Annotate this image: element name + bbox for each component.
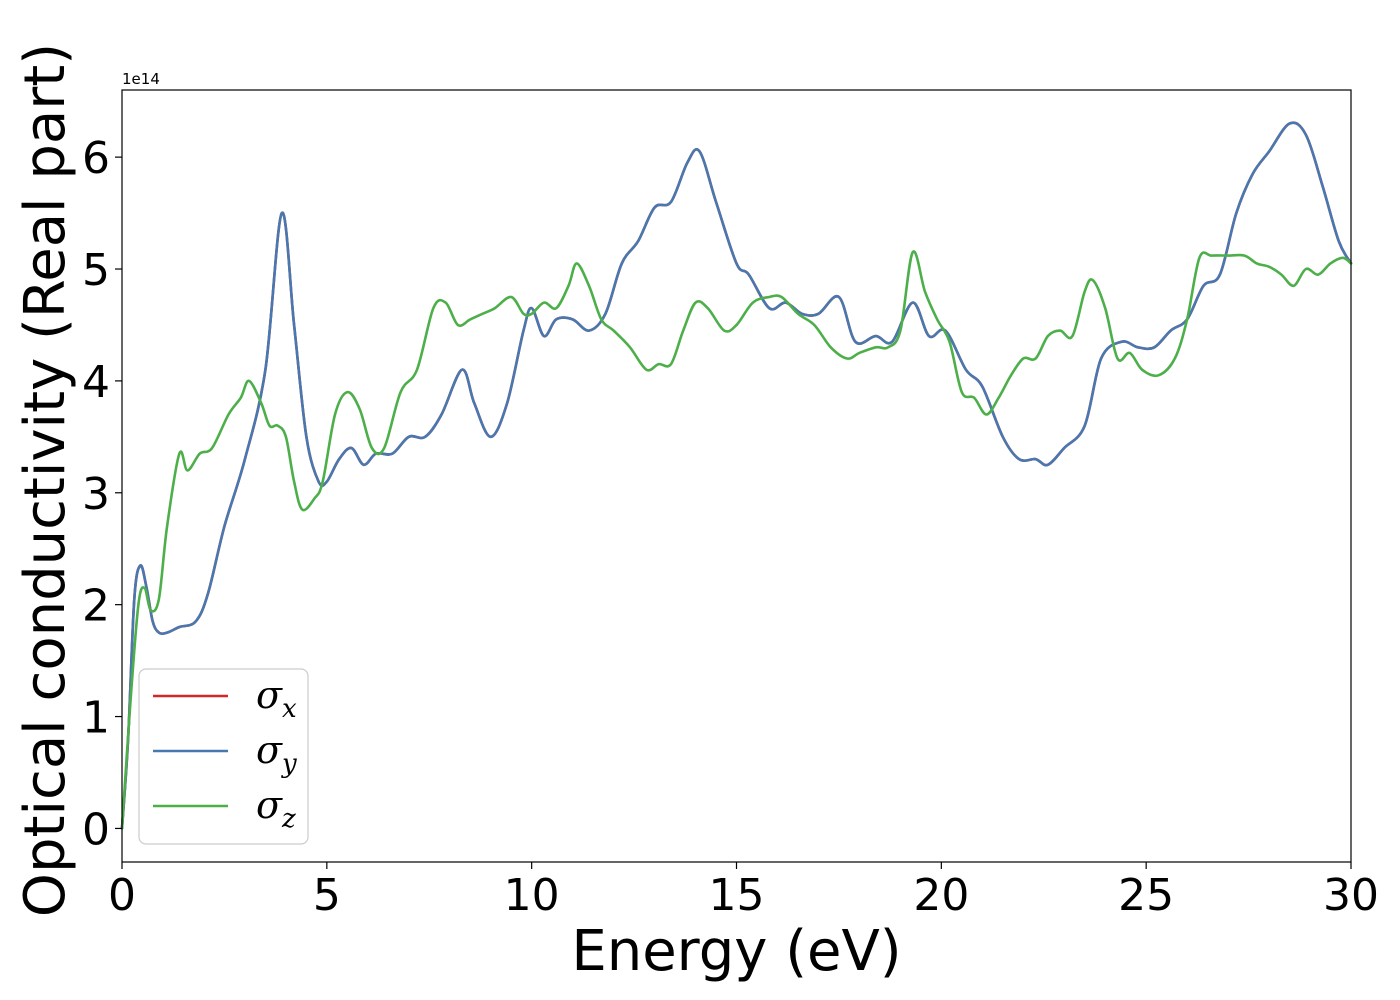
legend-label-x: σx: [256, 673, 297, 724]
series-layer: [120, 121, 1353, 830]
y-ticks: 0 1 2 3 4 5 6: [82, 133, 122, 855]
y-tick-label: 1: [82, 693, 110, 744]
y-tick-label: 2: [82, 581, 110, 632]
y-offset-label: 1e14: [122, 70, 160, 88]
y-tick-label: 4: [82, 357, 110, 408]
legend-box: [138, 668, 309, 845]
y-tick-label: 3: [82, 469, 110, 520]
x-tick-label: 0: [108, 870, 136, 921]
y-tick-label: 6: [82, 133, 110, 184]
y-axis-title: Optical conductivity (Real part): [13, 43, 78, 917]
legend-label-base: σ: [256, 728, 283, 772]
x-tick-label: 25: [1118, 870, 1174, 921]
legend-label-subscript: x: [282, 694, 297, 724]
x-axis-title: Energy (eV): [571, 919, 901, 984]
x-tick-label: 30: [1323, 870, 1379, 921]
legend-label-y: σy: [256, 728, 297, 779]
legend-label-subscript: y: [281, 749, 297, 779]
series-line-z: [120, 250, 1353, 830]
legend-label-base: σ: [256, 783, 283, 827]
x-tick-label: 5: [313, 870, 341, 921]
x-tick-label: 10: [504, 870, 560, 921]
legend-label-z: σz: [256, 783, 296, 834]
legend-label-subscript: z: [281, 804, 296, 834]
series-line-y: [120, 121, 1353, 830]
x-ticks: 0 5 10 15 20 25 30: [108, 862, 1379, 921]
x-tick-label: 15: [709, 870, 765, 921]
y-tick-label: 5: [82, 245, 110, 296]
y-tick-label: 0: [82, 804, 110, 855]
x-tick-label: 20: [913, 870, 969, 921]
legend-label-base: σ: [256, 673, 283, 717]
